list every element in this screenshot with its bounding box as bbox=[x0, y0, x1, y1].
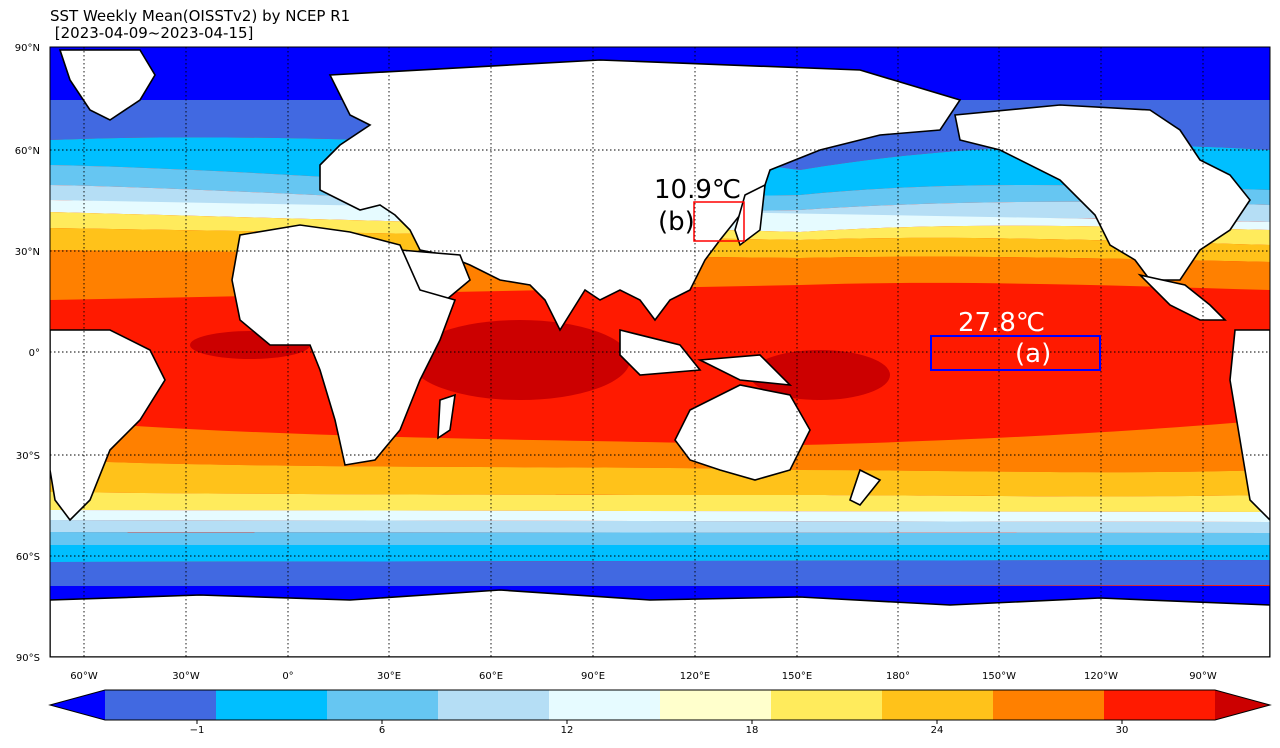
colorbar-ticks: −1 6 12 18 24 30 bbox=[190, 725, 1129, 736]
lat-label: 0° bbox=[29, 348, 40, 359]
colorbar bbox=[48, 689, 1272, 724]
region-a-label: (a) bbox=[1015, 339, 1051, 369]
colorbar-segment bbox=[993, 690, 1105, 720]
colorbar-segment bbox=[1104, 690, 1216, 720]
colorbar-segment bbox=[216, 690, 328, 720]
lat-label: 60°S bbox=[16, 552, 40, 563]
colorbar-segment bbox=[327, 690, 439, 720]
lon-label: 120°W bbox=[1084, 671, 1118, 682]
lon-label: 30°W bbox=[172, 671, 200, 682]
lon-label: 120°E bbox=[680, 671, 710, 682]
region-b-box bbox=[693, 201, 745, 242]
lon-label: 60°E bbox=[479, 671, 503, 682]
colorbar-tick-label: 12 bbox=[561, 725, 574, 736]
lat-label: 90°N bbox=[15, 43, 40, 54]
colorbar-tick-label: 24 bbox=[931, 725, 944, 736]
lat-label: 90°S bbox=[16, 653, 40, 664]
colorbar-segment bbox=[105, 690, 217, 720]
colorbar-segment bbox=[660, 690, 772, 720]
map-date-range: [2023-04-09~2023-04-15] bbox=[50, 24, 254, 42]
colorbar-tick-label: 30 bbox=[1116, 725, 1129, 736]
region-b-value: 10.9℃ bbox=[654, 175, 741, 205]
lon-label: 30°E bbox=[377, 671, 401, 682]
colorbar-outline bbox=[48, 689, 1272, 721]
lon-label: 0° bbox=[282, 671, 293, 682]
map-frame bbox=[49, 46, 1271, 658]
colorbar-extend-high bbox=[1215, 690, 1270, 720]
lat-label: 30°N bbox=[15, 247, 40, 258]
lon-label: 150°E bbox=[782, 671, 812, 682]
lat-label: 60°N bbox=[15, 146, 40, 157]
lon-label: 180° bbox=[886, 671, 910, 682]
lon-label: 90°W bbox=[1189, 671, 1217, 682]
lon-label: 90°E bbox=[581, 671, 605, 682]
colorbar-extend-low bbox=[50, 690, 105, 720]
lon-label: 60°W bbox=[70, 671, 98, 682]
latitude-labels: 90°N 60°N 30°N 0° 30°S 60°S 90°S bbox=[15, 43, 40, 664]
region-a-value: 27.8℃ bbox=[958, 308, 1045, 338]
lon-label: 150°W bbox=[982, 671, 1016, 682]
colorbar-tick-label: −1 bbox=[190, 725, 205, 736]
region-b-label: (b) bbox=[658, 207, 695, 237]
colorbar-tick-label: 18 bbox=[746, 725, 759, 736]
sst-field bbox=[50, 47, 1270, 657]
region-a-box bbox=[930, 335, 1101, 371]
longitude-labels: 60°W 30°W 0° 30°E 60°E 90°E 120°E 150°E … bbox=[70, 671, 1217, 682]
colorbar-segment bbox=[438, 690, 550, 720]
colorbar-segment bbox=[771, 690, 883, 720]
colorbar-segment bbox=[882, 690, 994, 720]
colorbar-segment bbox=[549, 690, 661, 720]
lat-label: 30°S bbox=[16, 451, 40, 462]
colorbar-tick-label: 6 bbox=[379, 725, 385, 736]
map-title: SST Weekly Mean(OISSTv2) by NCEP R1 bbox=[50, 7, 351, 25]
